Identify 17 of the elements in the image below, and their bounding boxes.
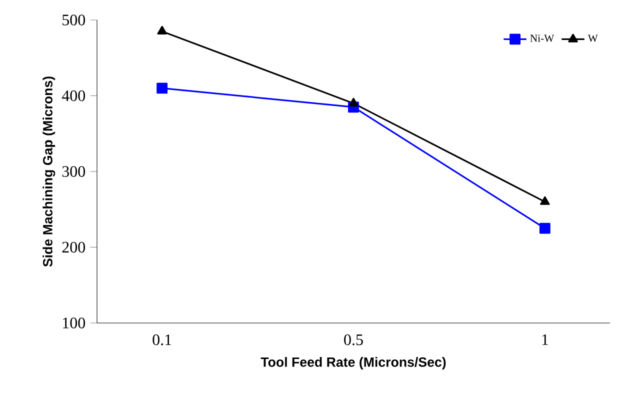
x-axis-title: Tool Feed Rate (Microns/Sec)	[260, 357, 446, 370]
point	[348, 98, 358, 106]
y-tick-label: 500	[62, 14, 86, 26]
y-tick-label: 200	[62, 242, 86, 253]
point	[539, 222, 550, 234]
legend-label: W	[588, 34, 598, 42]
y-tick-label: 400	[62, 90, 86, 102]
x-tick-label: 1	[542, 334, 548, 345]
x-tick-label: 0.5	[344, 334, 363, 346]
y-axis-title: Side Machining Gap (Microns)	[42, 76, 56, 267]
y-tick-label: 100	[63, 318, 86, 328]
point	[156, 82, 168, 94]
point	[540, 196, 550, 205]
y-tick-label: 300	[62, 166, 86, 177]
point	[157, 26, 167, 34]
x-tick-label: 0.1	[152, 334, 172, 346]
legend-label: Ni-W	[530, 34, 554, 42]
